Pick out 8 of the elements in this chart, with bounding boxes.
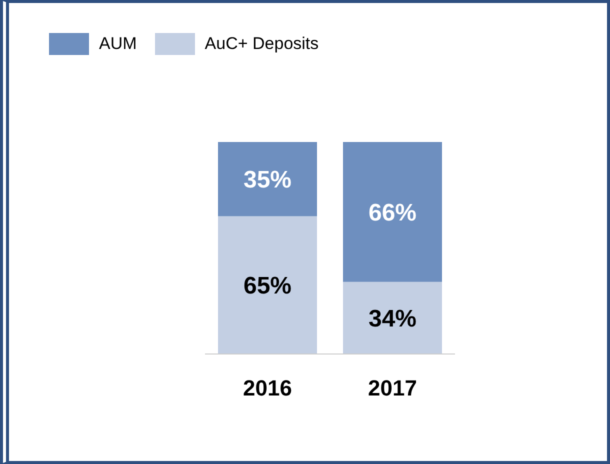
- data-label: 65%: [243, 272, 292, 300]
- x-tick-label: 2017: [368, 376, 417, 401]
- legend-label: AuC+ Deposits: [204, 34, 319, 54]
- data-label: 35%: [243, 166, 292, 194]
- x-tick-label: 2016: [243, 376, 292, 401]
- data-label: 34%: [368, 305, 417, 332]
- legend-label: AUM: [99, 34, 137, 54]
- data-label: 66%: [368, 199, 417, 226]
